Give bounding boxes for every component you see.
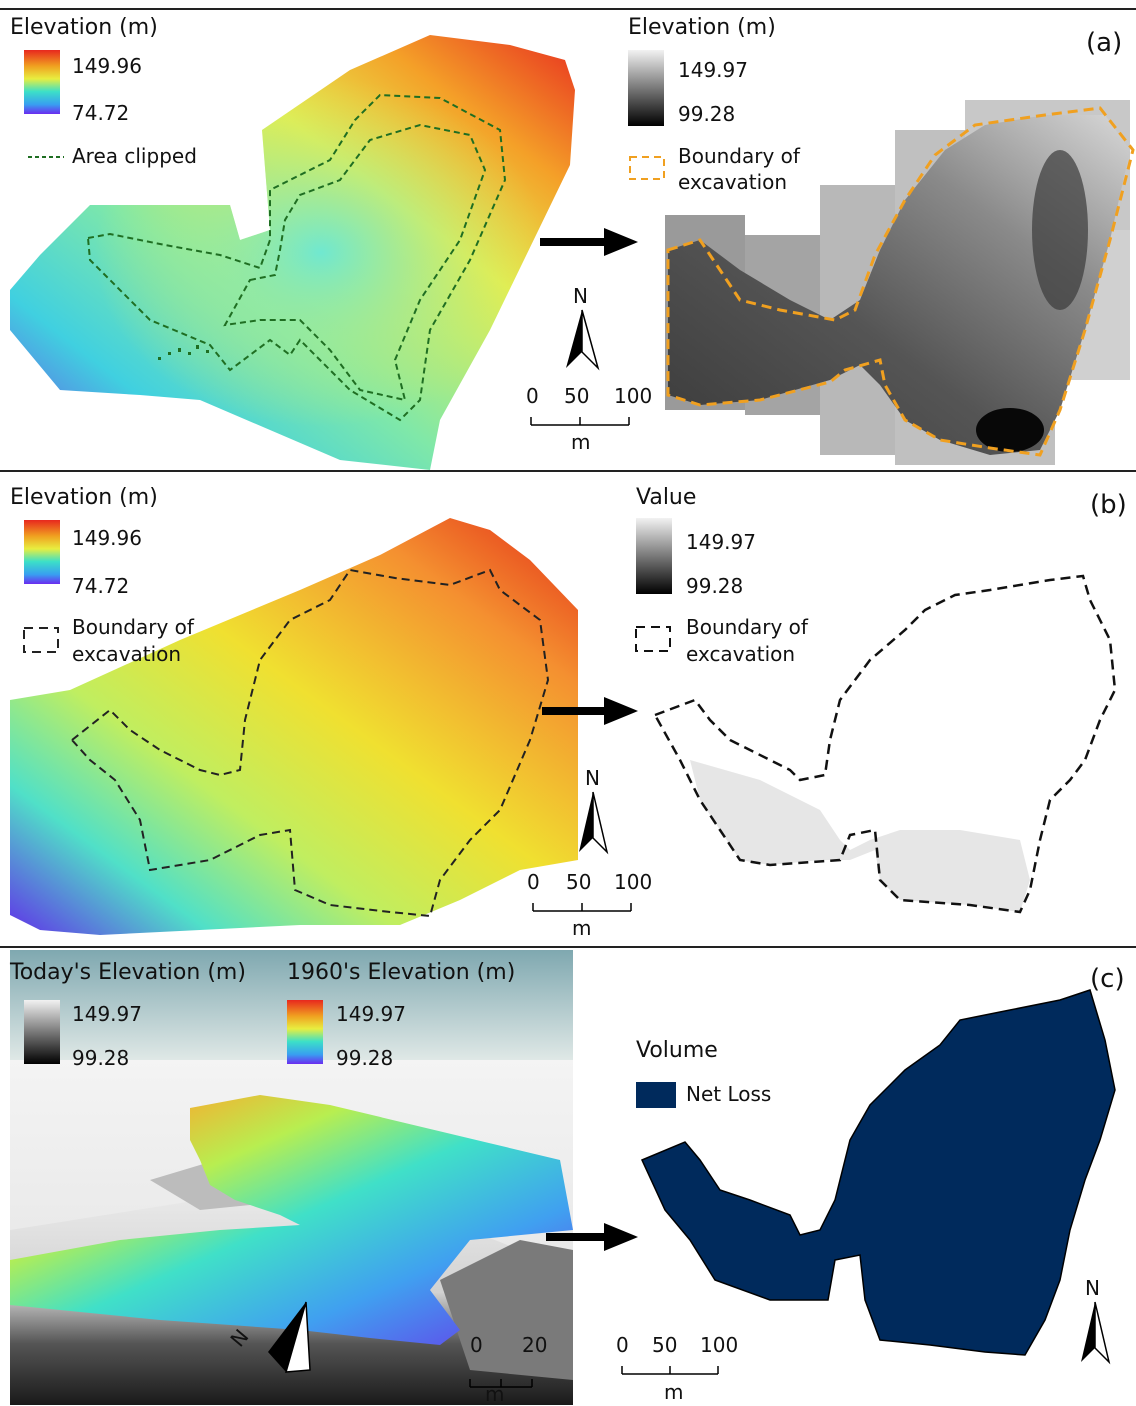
panel-b-right-legend-min: 99.28 xyxy=(686,574,744,598)
panel-b-left-legend-min: 74.72 xyxy=(72,574,130,598)
panel-c-letter: (c) xyxy=(1090,964,1125,994)
panel-c-net-loss-label: Net Loss xyxy=(686,1082,772,1106)
panel-c-arrow xyxy=(546,1223,638,1251)
panel-a-excavation-boundary xyxy=(666,106,1135,457)
north-arrow-3d-icon xyxy=(268,1301,311,1373)
panel-a-letter: (a) xyxy=(1086,28,1123,58)
panel-a-scale-50: 50 xyxy=(564,384,590,408)
panel-b-letter: (b) xyxy=(1090,490,1127,520)
panel-c-scale-0: 0 xyxy=(616,1333,629,1357)
panel-a-left-ramp xyxy=(24,50,60,114)
north-arrow-icon xyxy=(1081,1301,1111,1365)
panel-b-north-label: N xyxy=(585,766,600,790)
panel-a-scale-0: 0 xyxy=(526,384,539,408)
panel-b-right-legend-title: Value xyxy=(636,485,697,510)
panel-a-left-legend-max: 149.96 xyxy=(72,54,142,78)
panel-a-north-label: N xyxy=(573,284,588,308)
panel-b-right-legend-max: 149.97 xyxy=(686,530,756,554)
panel-c-3d-scale-bar xyxy=(469,1379,533,1388)
panel-a-arrow xyxy=(540,228,638,256)
panel-b-right-boundary-label-2: excavation xyxy=(686,642,796,666)
panel-c-scale-unit: m xyxy=(664,1380,684,1404)
north-arrow-icon xyxy=(566,309,600,371)
panel-a-inner-clip-outline xyxy=(223,123,487,402)
panel-a-scale-unit: m xyxy=(571,430,591,454)
panel-c-today-legend-max: 149.97 xyxy=(72,1002,142,1026)
panel-a-top-rule xyxy=(0,8,1136,10)
panel-a-right-legend-max: 149.97 xyxy=(678,58,748,82)
panel-a-area-clipped-label: Area clipped xyxy=(72,144,197,168)
panel-b-scale-0: 0 xyxy=(527,870,540,894)
panel-b-left-boundary-swatch xyxy=(23,627,59,653)
panel-c-scale-bar xyxy=(621,1366,719,1375)
panel-a-scale-100: 100 xyxy=(614,384,653,408)
panel-a-elevation-core xyxy=(10,35,575,470)
panel-b-elevation-map xyxy=(10,518,578,935)
panel-a-right-ramp xyxy=(628,50,664,126)
panel-b-right-boundary-swatch xyxy=(635,626,671,652)
panel-c-net-loss-area xyxy=(640,989,1116,1356)
panel-b-scale-unit: m xyxy=(572,916,592,940)
panel-b-top-rule xyxy=(0,470,1136,472)
panel-b-scale-50: 50 xyxy=(566,870,592,894)
panel-c-1960s-legend-max: 149.97 xyxy=(336,1002,406,1026)
panel-b-scale-bar xyxy=(532,903,632,912)
panel-a-boundary-label-2: excavation xyxy=(678,170,788,194)
panel-b-left-boundary-label-1: Boundary of xyxy=(72,615,194,639)
panel-c-3d-scale-unit: m xyxy=(485,1382,505,1406)
panel-a-right-legend-min: 99.28 xyxy=(678,102,736,126)
panel-c-3d-scale-20: 20 xyxy=(522,1333,548,1357)
panel-a-right-legend-title: Elevation (m) xyxy=(628,15,776,40)
panel-c-today-legend-min: 99.28 xyxy=(72,1046,130,1070)
panel-b-right-boundary xyxy=(653,574,1117,914)
panel-b-excavation-boundary xyxy=(70,568,550,918)
panel-a-clipped-specks xyxy=(158,345,209,360)
panel-c-north-label: N xyxy=(1085,1276,1100,1300)
panel-a-boundary-swatch xyxy=(629,156,665,180)
panel-b-right-boundary-label-1: Boundary of xyxy=(686,615,808,639)
panel-c-volume-legend-title: Volume xyxy=(636,1038,718,1063)
panel-c-1960s-legend-min: 99.28 xyxy=(336,1046,394,1070)
panel-c-net-loss-swatch xyxy=(636,1082,676,1108)
north-arrow-icon xyxy=(579,791,609,855)
panel-c-today-legend-title: Today's Elevation (m) xyxy=(10,960,246,985)
panel-b-left-ramp xyxy=(24,520,60,584)
panel-c-3d-scale-0: 0 xyxy=(470,1333,483,1357)
panel-a-left-legend-min: 74.72 xyxy=(72,101,130,125)
panel-c-scale-50: 50 xyxy=(652,1333,678,1357)
panel-a-boundary-label-1: Boundary of xyxy=(678,144,800,168)
panel-c-1960s-legend-title: 1960's Elevation (m) xyxy=(287,960,516,985)
panel-a-left-legend-title: Elevation (m) xyxy=(10,15,158,40)
panel-b-arrow xyxy=(542,697,638,725)
panel-c-today-ramp xyxy=(24,1000,60,1064)
panel-c-1960s-ramp xyxy=(287,1000,323,1064)
panel-b-left-boundary-label-2: excavation xyxy=(72,642,182,666)
panel-b-scale-100: 100 xyxy=(614,870,653,894)
panel-b-right-filled-lowland xyxy=(690,760,1030,912)
panel-b-right-ramp xyxy=(636,518,672,594)
panel-a-area-clipped-outline xyxy=(86,93,507,422)
panel-a-scale-bar xyxy=(530,417,630,426)
panel-c-scale-100: 100 xyxy=(700,1333,739,1357)
panel-c-top-rule xyxy=(0,946,1136,948)
panel-b-left-legend-max: 149.96 xyxy=(72,526,142,550)
panel-b-left-legend-title: Elevation (m) xyxy=(10,485,158,510)
